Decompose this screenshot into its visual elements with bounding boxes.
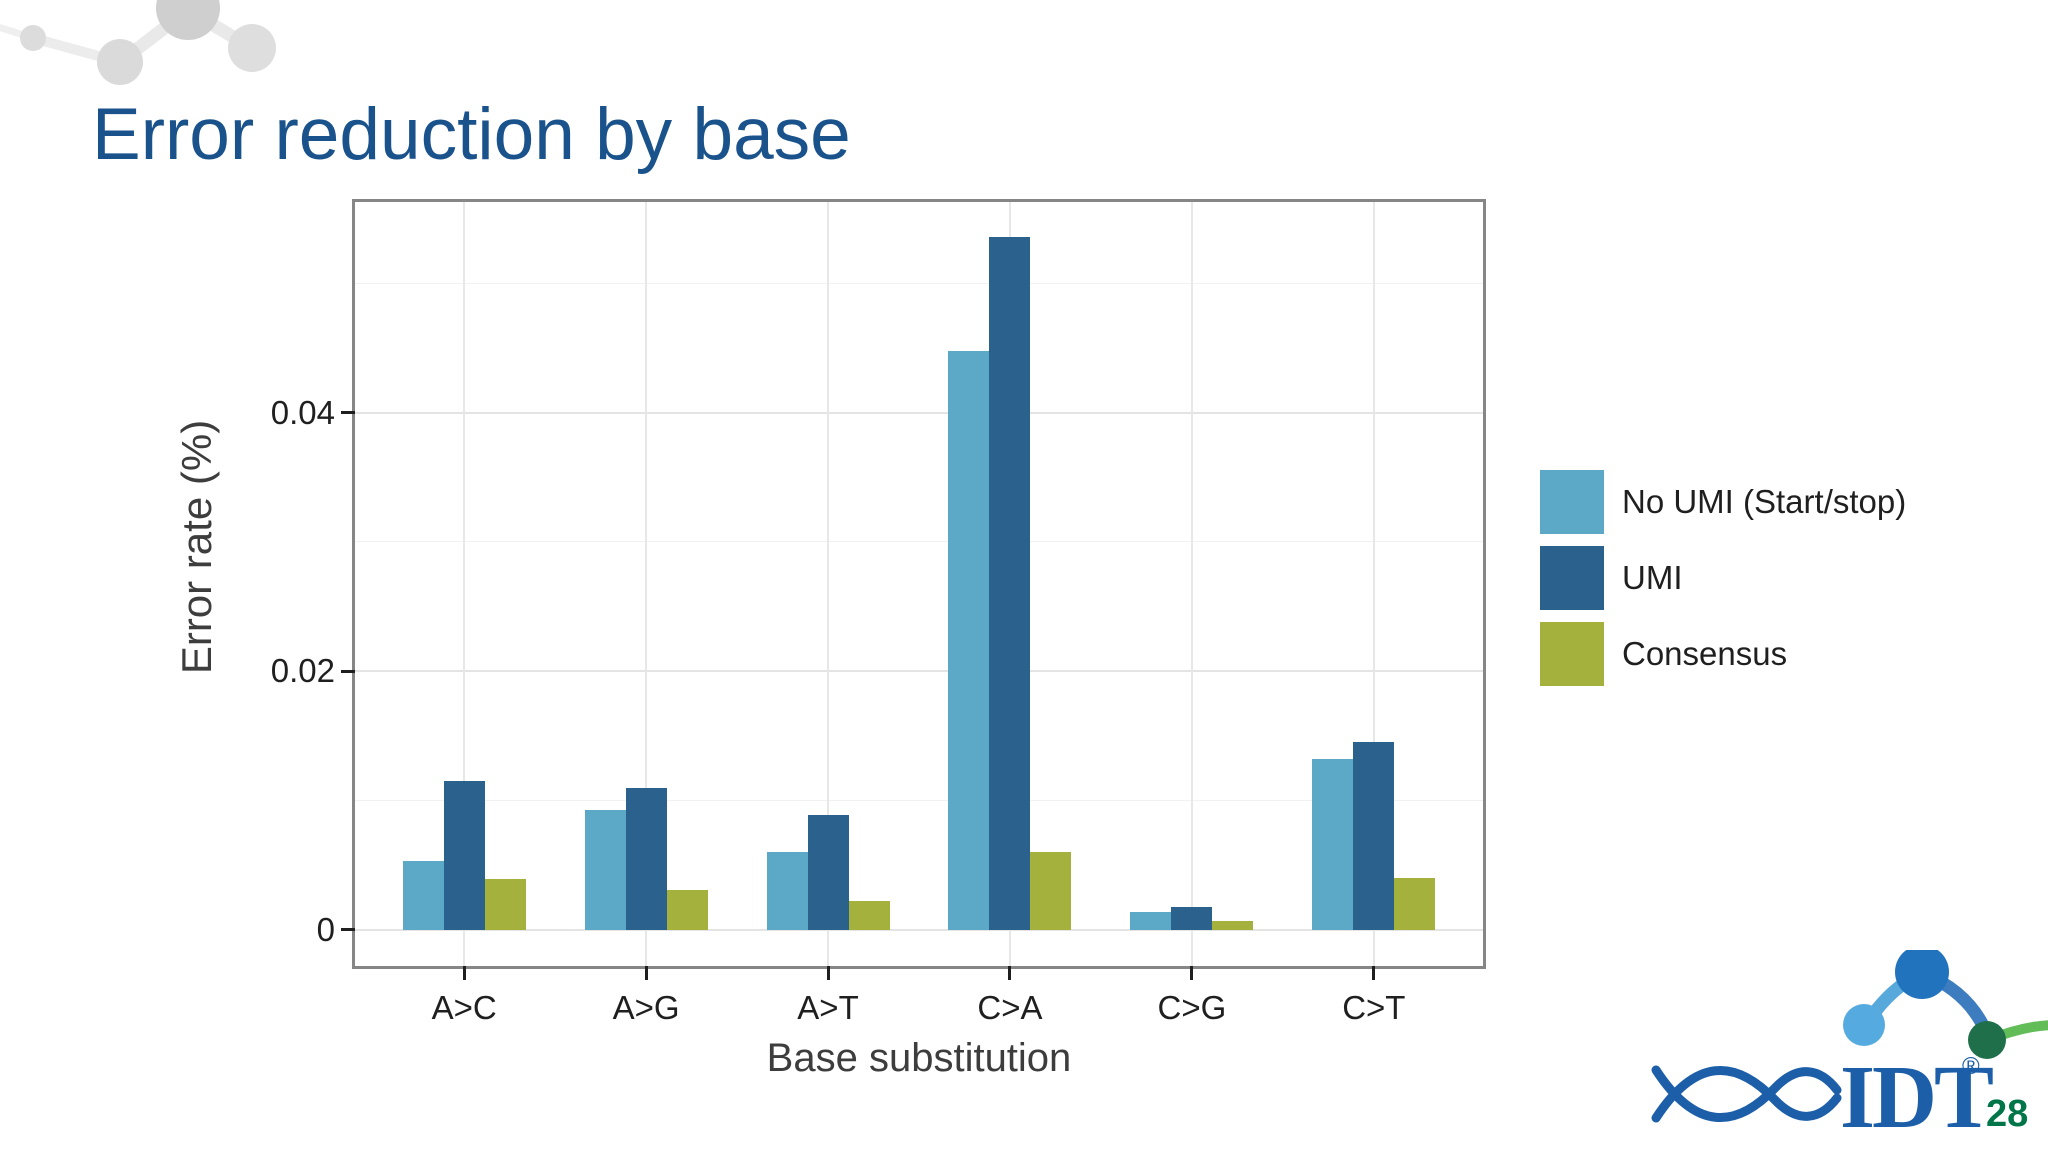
vertical-gridline bbox=[463, 202, 466, 966]
legend-swatch bbox=[1540, 470, 1604, 534]
vertical-gridline bbox=[1190, 202, 1193, 966]
legend-swatch bbox=[1540, 546, 1604, 610]
bar-C>T-Consensus bbox=[1394, 878, 1436, 930]
bar-C>G-UMI bbox=[1171, 906, 1213, 930]
bar-A>G-No UMI (Start/stop) bbox=[584, 809, 626, 930]
y-axis-title: Error rate (%) bbox=[173, 419, 220, 675]
bar-A>C-Consensus bbox=[484, 879, 526, 930]
y-tick-mark bbox=[341, 669, 355, 673]
x-tick-label: A>G bbox=[612, 989, 680, 1026]
chart-panel bbox=[352, 199, 1486, 969]
legend-swatch bbox=[1540, 622, 1604, 686]
bar-C>T-No UMI (Start/stop) bbox=[1312, 759, 1354, 930]
dna-helix-icon bbox=[1651, 1065, 1842, 1123]
plot-area bbox=[355, 202, 1483, 966]
minor-gridline bbox=[355, 800, 1483, 802]
vertical-gridline bbox=[827, 202, 830, 966]
bar-A>T-UMI bbox=[807, 814, 849, 930]
registered-mark: ® bbox=[1962, 1053, 1980, 1080]
legend-label: No UMI (Start/stop) bbox=[1622, 483, 1907, 520]
bar-A>T-No UMI (Start/stop) bbox=[766, 852, 808, 930]
x-tick-mark bbox=[462, 966, 466, 980]
x-tick-label: C>T bbox=[1342, 989, 1406, 1026]
page-number: 28 bbox=[1986, 1093, 2028, 1135]
x-axis-title: Base substitution bbox=[766, 1036, 1072, 1080]
x-tick-mark bbox=[1190, 966, 1194, 980]
vertical-gridline bbox=[1372, 202, 1375, 966]
y-tick-mark bbox=[341, 411, 355, 415]
major-gridline bbox=[355, 670, 1483, 673]
minor-gridline bbox=[355, 282, 1483, 284]
bar-A>C-No UMI (Start/stop) bbox=[402, 861, 444, 930]
idt-logo: IDT ® 28 bbox=[1651, 950, 2048, 1147]
x-tick-mark bbox=[826, 966, 830, 980]
x-tick-mark bbox=[644, 966, 648, 980]
bar-C>A-UMI bbox=[989, 236, 1031, 930]
y-tick-label: 0.04 bbox=[270, 393, 335, 431]
bar-C>G-Consensus bbox=[1212, 920, 1254, 930]
legend-label: Consensus bbox=[1622, 635, 1788, 672]
x-tick-label: C>A bbox=[977, 989, 1043, 1026]
x-tick-label: A>T bbox=[797, 989, 859, 1026]
bar-A>T-Consensus bbox=[848, 901, 890, 930]
bar-C>T-UMI bbox=[1353, 742, 1395, 930]
vertical-gridline bbox=[645, 202, 648, 966]
bar-A>G-UMI bbox=[625, 787, 667, 930]
idt-logo-text: IDT bbox=[1840, 1048, 1993, 1147]
bar-C>A-Consensus bbox=[1030, 852, 1072, 930]
bar-A>G-Consensus bbox=[666, 889, 708, 930]
slide-title: Error reduction by base bbox=[92, 94, 851, 175]
bar-C>G-No UMI (Start/stop) bbox=[1130, 911, 1172, 930]
x-tick-label: A>C bbox=[431, 989, 497, 1026]
x-tick-mark bbox=[1372, 966, 1376, 980]
minor-gridline bbox=[355, 541, 1483, 543]
y-tick-label: 0.02 bbox=[270, 652, 335, 690]
legend-item: Consensus bbox=[1540, 622, 1906, 686]
major-gridline bbox=[355, 928, 1483, 931]
major-gridline bbox=[355, 411, 1483, 414]
x-tick-mark bbox=[1008, 966, 1012, 980]
y-tick-mark bbox=[341, 928, 355, 932]
molecule-logo-icon bbox=[1843, 950, 2048, 1059]
x-tick-label: C>G bbox=[1157, 989, 1227, 1026]
chart-legend: No UMI (Start/stop) UMI Consensus bbox=[1540, 470, 1906, 686]
legend-item: No UMI (Start/stop) bbox=[1540, 470, 1906, 534]
bar-C>A-No UMI (Start/stop) bbox=[948, 350, 990, 930]
legend-label: UMI bbox=[1622, 559, 1683, 596]
y-tick-label: 0 bbox=[316, 910, 335, 948]
legend-item: UMI bbox=[1540, 546, 1906, 610]
bar-A>C-UMI bbox=[443, 781, 485, 930]
molecule-decoration-icon bbox=[0, 0, 276, 85]
